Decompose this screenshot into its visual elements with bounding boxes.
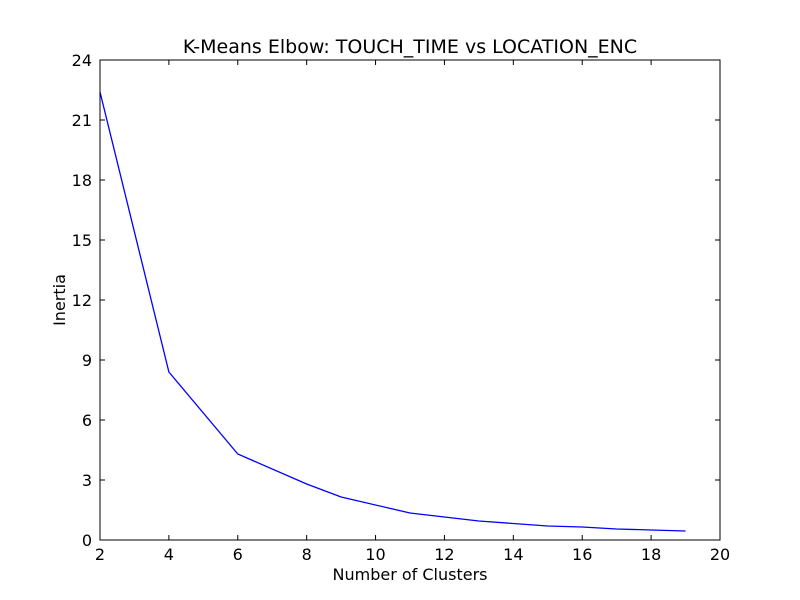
x-tick-label: 10 [365, 545, 385, 564]
x-tick-label: 12 [434, 545, 454, 564]
y-tick-label: 15 [72, 231, 92, 250]
y-tick-label: 18 [72, 171, 92, 190]
plot-frame [99, 59, 721, 541]
x-axis-label: Number of Clusters [333, 565, 488, 584]
x-tick-label: 4 [164, 545, 174, 564]
y-tick-label: 6 [82, 411, 92, 430]
x-tick-label: 6 [233, 545, 243, 564]
chart-title: K-Means Elbow: TOUCH_TIME vs LOCATION_EN… [183, 36, 637, 58]
plot-area [99, 91, 686, 532]
y-axis-label: Inertia [50, 274, 69, 326]
x-tick-label: 20 [710, 545, 730, 564]
series-line [99, 91, 686, 532]
y-tick-label: 24 [72, 51, 92, 70]
x-tick-label: 16 [572, 545, 592, 564]
y-tick-label: 3 [82, 471, 92, 490]
y-tick-label: 0 [82, 531, 92, 550]
y-tick-label: 12 [72, 291, 92, 310]
x-tick-label: 14 [503, 545, 523, 564]
x-tick-label: 8 [302, 545, 312, 564]
x-tick-label: 18 [641, 545, 661, 564]
x-tick-label: 2 [95, 545, 105, 564]
y-tick-label: 21 [72, 111, 92, 130]
y-tick-label: 9 [82, 351, 92, 370]
